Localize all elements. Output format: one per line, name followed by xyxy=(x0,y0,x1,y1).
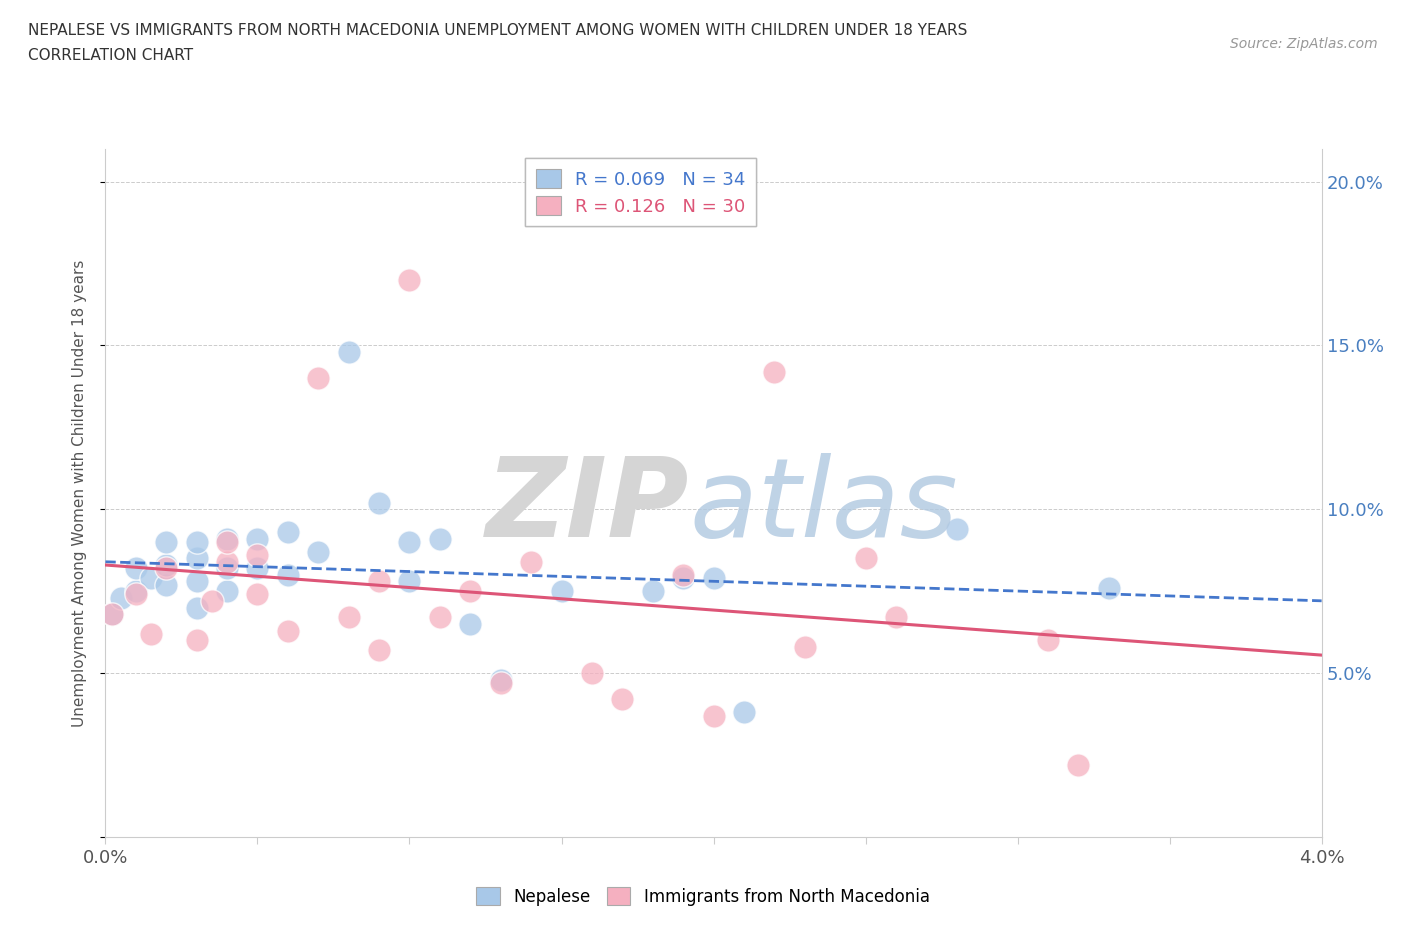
Point xyxy=(1098,580,1121,595)
Point xyxy=(884,610,907,625)
Point xyxy=(186,633,208,648)
Point xyxy=(702,571,725,586)
Point xyxy=(155,535,177,550)
Text: CORRELATION CHART: CORRELATION CHART xyxy=(28,48,193,63)
Point xyxy=(489,672,512,687)
Point xyxy=(672,571,695,586)
Point xyxy=(641,584,664,599)
Point xyxy=(125,561,148,576)
Point xyxy=(337,344,360,359)
Point xyxy=(186,600,208,615)
Text: NEPALESE VS IMMIGRANTS FROM NORTH MACEDONIA UNEMPLOYMENT AMONG WOMEN WITH CHILDR: NEPALESE VS IMMIGRANTS FROM NORTH MACEDO… xyxy=(28,23,967,38)
Point xyxy=(398,272,420,287)
Point xyxy=(100,606,122,621)
Y-axis label: Unemployment Among Women with Children Under 18 years: Unemployment Among Women with Children U… xyxy=(72,259,87,726)
Point xyxy=(672,567,695,582)
Point xyxy=(217,554,239,569)
Point xyxy=(458,584,481,599)
Point xyxy=(581,666,603,681)
Point xyxy=(1036,633,1059,648)
Point xyxy=(398,535,420,550)
Point xyxy=(217,561,239,576)
Point xyxy=(368,496,391,511)
Point xyxy=(155,578,177,592)
Point xyxy=(368,574,391,589)
Point xyxy=(186,535,208,550)
Legend: R = 0.069   N = 34, R = 0.126   N = 30: R = 0.069 N = 34, R = 0.126 N = 30 xyxy=(524,158,756,227)
Point xyxy=(307,544,329,559)
Point xyxy=(277,623,299,638)
Point xyxy=(702,709,725,724)
Point xyxy=(139,627,162,642)
Point xyxy=(110,591,132,605)
Point xyxy=(458,617,481,631)
Point xyxy=(217,535,239,550)
Point xyxy=(125,587,148,602)
Point xyxy=(246,548,269,563)
Point xyxy=(125,584,148,599)
Point xyxy=(246,531,269,546)
Point xyxy=(368,643,391,658)
Point xyxy=(337,610,360,625)
Legend: Nepalese, Immigrants from North Macedonia: Nepalese, Immigrants from North Macedoni… xyxy=(470,881,936,912)
Point xyxy=(186,574,208,589)
Point xyxy=(793,640,815,655)
Point xyxy=(155,558,177,573)
Point xyxy=(246,587,269,602)
Point xyxy=(429,531,451,546)
Point xyxy=(733,705,755,720)
Point xyxy=(155,561,177,576)
Point xyxy=(186,551,208,565)
Point xyxy=(1067,757,1090,772)
Point xyxy=(277,525,299,539)
Point xyxy=(489,675,512,690)
Point xyxy=(277,567,299,582)
Point xyxy=(520,554,543,569)
Point xyxy=(246,561,269,576)
Point xyxy=(201,593,224,608)
Point xyxy=(217,531,239,546)
Point xyxy=(612,692,634,707)
Point xyxy=(398,574,420,589)
Point xyxy=(307,371,329,386)
Point xyxy=(139,571,162,586)
Point xyxy=(100,606,122,621)
Point xyxy=(855,551,877,565)
Text: ZIP: ZIP xyxy=(485,453,689,560)
Point xyxy=(945,522,967,537)
Point xyxy=(429,610,451,625)
Point xyxy=(217,584,239,599)
Text: Source: ZipAtlas.com: Source: ZipAtlas.com xyxy=(1230,37,1378,51)
Point xyxy=(550,584,572,599)
Point xyxy=(763,365,786,379)
Text: atlas: atlas xyxy=(689,453,957,560)
